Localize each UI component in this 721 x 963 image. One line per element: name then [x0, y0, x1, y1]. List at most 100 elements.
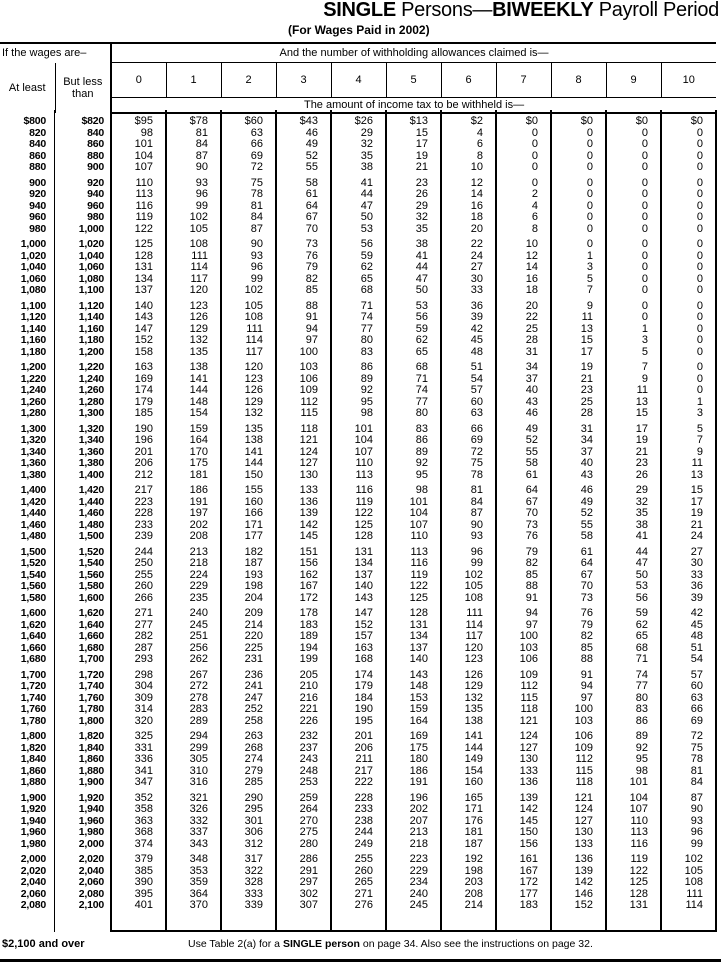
tax-cell-allowance-2: 105 [244, 299, 263, 312]
tax-cell-allowance-3: 243 [299, 753, 318, 765]
tax-cell-allowance-7: 82 [525, 557, 538, 569]
but-less-than-cell: 1,340 [78, 434, 104, 446]
but-less-than-cell: 1,500 [78, 530, 104, 542]
tax-cell-allowance-3: 100 [299, 345, 318, 358]
tax-cell-allowance-3: 82 [305, 272, 318, 285]
tax-cell-allowance-8: 118 [575, 776, 593, 788]
table-row: 1,080 1,100 137 120 102 85 68 50 33 18 7 0 0 [0, 284, 716, 297]
at-least-cell: 1,840 [20, 753, 46, 765]
tax-cell-allowance-0: 104 [134, 149, 153, 162]
tax-cell-allowance-7: 133 [519, 764, 538, 777]
tax-cell-allowance-4: 77 [360, 322, 373, 335]
tax-cell-allowance-2: 114 [245, 334, 263, 346]
tax-cell-allowance-3: 232 [299, 730, 318, 742]
tax-cell-allowance-2: 285 [244, 776, 263, 788]
tax-cell-allowance-7: 64 [525, 484, 538, 496]
tax-cell-allowance-6: 123 [464, 653, 483, 665]
tax-cell-allowance-9: 26 [635, 468, 648, 481]
tax-cell-allowance-2: 63 [250, 126, 263, 139]
tax-cell-allowance-1: 251 [189, 630, 208, 642]
tax-cell-allowance-4: 152 [354, 618, 373, 631]
tax-cell-allowance-7: 14 [525, 261, 538, 273]
tax-cell-allowance-4: 101 [354, 422, 373, 435]
but-less-than-cell: 880 [87, 149, 104, 162]
at-least-cell: 1,640 [20, 630, 46, 642]
tax-cell-allowance-8: 73 [580, 591, 593, 604]
tax-cell-allowance-5: 186 [409, 764, 428, 777]
tax-cell-allowance-2: 328 [244, 876, 263, 888]
tax-cell-allowance-8: 0 [586, 222, 593, 235]
tax-cell-allowance-4: 211 [355, 753, 373, 765]
tax-cell-allowance-4: 92 [360, 384, 373, 396]
tax-cell-allowance-1: 364 [189, 887, 208, 900]
column-divider [220, 110, 222, 932]
tax-cell-allowance-1: 289 [189, 714, 208, 727]
tax-cell-allowance-5: 15 [415, 126, 428, 139]
tax-cell-allowance-0: 266 [134, 591, 153, 604]
tax-cell-allowance-1: 337 [189, 826, 208, 838]
but-less-than-cell: 1,240 [78, 372, 104, 385]
but-less-than-cell: 1,800 [78, 714, 104, 727]
tax-cell-allowance-0: 212 [134, 468, 153, 481]
tax-cell-allowance-7: 91 [525, 591, 538, 604]
tax-cell-allowance-0: 309 [134, 691, 153, 704]
but-less-than-cell: 1,080 [78, 272, 104, 285]
tax-cell-allowance-0: 125 [134, 238, 153, 250]
but-less-than-cell: 1,460 [78, 507, 104, 519]
tax-cell-allowance-8: 0 [586, 149, 593, 162]
page-title: SINGLE Persons—BIWEEKLY Payroll Period [323, 0, 719, 22]
tax-cell-allowance-0: 314 [134, 703, 153, 715]
tax-cell-allowance-4: 53 [360, 222, 373, 235]
tax-cell-allowance-5: 17 [415, 138, 428, 150]
tax-cell-allowance-0: 239 [134, 530, 153, 542]
tax-cell-allowance-3: 286 [299, 853, 318, 865]
tax-cell-allowance-1: 141 [189, 372, 208, 385]
at-least-cell: 1,560 [20, 580, 46, 592]
tax-cell-allowance-0: 137 [134, 284, 153, 296]
tax-cell-allowance-2: 123 [244, 372, 263, 385]
tax-cell-allowance-4: 110 [355, 457, 373, 469]
tax-cell-allowance-6: 208 [464, 887, 483, 900]
at-least-cell: 1,220 [20, 372, 46, 385]
tax-cell-allowance-6: 192 [464, 853, 483, 865]
at-least-cell: 1,500 [20, 545, 46, 558]
table-row: 1,060 1,080 134 117 99 82 65 47 30 16 5 0 0 [0, 272, 716, 286]
tax-cell-allowance-4: 276 [354, 899, 373, 911]
tax-cell-allowance-1: 123 [189, 299, 208, 312]
tax-cell-allowance-1: 348 [189, 853, 208, 865]
tax-cell-allowance-3: 52 [305, 149, 318, 162]
tax-cell-allowance-10: 33 [690, 568, 703, 581]
table-row: 1,280 1,300 185 154 132 115 98 80 63 46 28 15 3 [0, 407, 716, 420]
tax-cell-allowance-7: 106 [519, 653, 538, 665]
tax-cell-allowance-2: 274 [244, 753, 263, 765]
tax-cell-allowance-0: 352 [134, 791, 153, 804]
tax-cell-allowance-1: 197 [189, 507, 208, 519]
tax-cell-allowance-2: 214 [244, 618, 263, 631]
tax-cell-allowance-6: 63 [470, 407, 483, 419]
tax-cell-allowance-8: 121 [574, 791, 593, 804]
title-persons: Persons— [395, 0, 493, 21]
tax-cell-allowance-9: 59 [635, 607, 648, 619]
tax-cell-allowance-1: 84 [195, 138, 208, 150]
tax-cell-allowance-3: 79 [305, 261, 318, 273]
tax-cell-allowance-1: 159 [189, 422, 208, 435]
tax-cell-allowance-3: 58 [305, 176, 318, 189]
table-row: 1,740 1,760 309 278 247 216 184 153 132 115 97 80 63 [0, 691, 716, 705]
table-row: 940 960 116 99 81 64 47 29 16 4 0 0 0 [0, 200, 716, 213]
table-row: 1,880 1,900 347 316 285 253 222 191 160 136 118 101… [0, 776, 716, 789]
table-row: 980 1,000 122 105 87 70 53 35 20 8 0 0 0 [0, 222, 716, 236]
but-less-than-cell: 1,300 [78, 407, 104, 419]
tax-cell-allowance-8: 46 [580, 484, 593, 496]
tax-cell-allowance-7: 52 [525, 434, 538, 446]
tax-cell-allowance-2: 129 [244, 395, 263, 408]
tax-cell-allowance-7: 150 [519, 826, 538, 838]
tax-cell-allowance-9: 0 [641, 272, 648, 285]
tax-cell-allowance-6: 45 [470, 334, 483, 346]
tax-cell-allowance-6: 198 [464, 864, 483, 877]
tax-cell-allowance-2: 317 [244, 853, 263, 865]
at-least-cell: 1,820 [20, 741, 46, 754]
tax-cell-allowance-9: 35 [635, 507, 648, 519]
at-least-cell: 840 [29, 138, 46, 150]
tax-cell-allowance-4: 56 [360, 238, 373, 250]
tax-cell-allowance-5: 41 [415, 249, 428, 262]
